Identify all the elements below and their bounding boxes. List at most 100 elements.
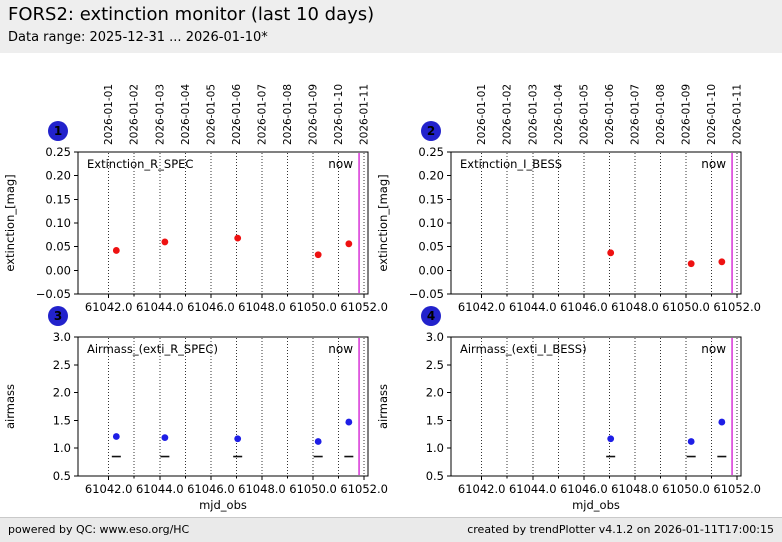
data-point <box>112 433 120 440</box>
panel-number-badge <box>48 121 68 141</box>
x-tick-label: 61052.0 <box>713 300 761 314</box>
y-tick-label: 0.5 <box>53 469 71 483</box>
data-point <box>234 435 242 443</box>
panel-number: 1 <box>54 124 62 138</box>
y-tick-label: 0.00 <box>45 263 71 277</box>
date-label: 2026-01-06 <box>231 84 243 145</box>
y-tick-label: 0.05 <box>418 240 444 254</box>
data-point <box>687 438 695 445</box>
data-point <box>607 249 615 257</box>
y-tick-label: −0.05 <box>36 287 71 301</box>
now-label: now <box>328 157 353 171</box>
x-tick-label: 61050.0 <box>662 300 710 314</box>
panel-label: Airmass_(exti_I_BESS) <box>460 342 587 356</box>
x-axis-title: mjd_obs <box>572 498 620 512</box>
plot-area-extinction-r-spec <box>77 151 369 295</box>
footer-created-by: created by trendPlotter v4.1.2 on 2026-0… <box>467 523 774 536</box>
y-tick-label: 0.15 <box>418 192 444 206</box>
y-tick-label: 0.05 <box>45 240 71 254</box>
y-tick-label: 2.0 <box>426 386 444 400</box>
panel-number: 3 <box>54 309 62 323</box>
x-tick-label: 61044.0 <box>509 482 557 496</box>
x-tick-label: 61052.0 <box>713 482 761 496</box>
y-tick-label: 1.5 <box>53 413 71 427</box>
data-point <box>345 240 353 248</box>
date-label: 2026-01-05 <box>578 84 590 145</box>
y-tick-label: 0.00 <box>418 263 444 277</box>
date-label: 2026-01-03 <box>154 84 166 145</box>
date-label: 2026-01-09 <box>681 84 693 145</box>
y-tick-label: 0.5 <box>426 469 444 483</box>
data-point <box>687 260 695 268</box>
data-point <box>718 418 726 426</box>
x-tick-label: 61044.0 <box>136 482 184 496</box>
panel-label: Airmass_(exti_R_SPEC) <box>87 342 218 356</box>
y-tick-label: −0.05 <box>409 287 444 301</box>
y-tick-label: 2.5 <box>53 358 71 372</box>
panel-label: Extinction_I_BESS <box>460 157 562 171</box>
date-label: 2026-01-07 <box>256 84 268 145</box>
date-label: 2026-01-03 <box>527 84 539 145</box>
date-label: 2026-01-06 <box>604 84 616 145</box>
date-label: 2026-01-11 <box>732 84 744 145</box>
now-label: now <box>328 342 353 356</box>
x-tick-label: 61046.0 <box>560 482 608 496</box>
date-label: 2026-01-01 <box>103 84 115 145</box>
date-label: 2026-01-04 <box>553 84 565 145</box>
y-tick-label: 0.10 <box>418 216 444 230</box>
date-label: 2026-01-02 <box>502 84 514 145</box>
y-tick-label: 3.0 <box>53 330 71 344</box>
y-tick-label: 1.5 <box>426 413 444 427</box>
x-tick-label: 61044.0 <box>136 300 184 314</box>
y-tick-label: 0.15 <box>45 192 71 206</box>
footer-bar: powered by QC: www.eso.org/HC created by… <box>0 517 782 542</box>
page-title: FORS2: extinction monitor (last 10 days) <box>8 4 375 25</box>
y-tick-label: 1.0 <box>426 441 444 455</box>
y-tick-label: 3.0 <box>426 330 444 344</box>
data-point <box>234 234 242 242</box>
date-label: 2026-01-05 <box>205 84 217 145</box>
data-point <box>718 258 726 266</box>
x-tick-label: 61046.0 <box>187 300 235 314</box>
date-label: 2026-01-07 <box>629 84 641 145</box>
x-tick-label: 61046.0 <box>560 300 608 314</box>
y-axis-title: extinction_[mag] <box>3 174 17 271</box>
footer-powered-by: powered by QC: www.eso.org/HC <box>8 523 190 536</box>
data-point <box>314 251 322 259</box>
x-tick-label: 61042.0 <box>458 482 506 496</box>
date-label: 2026-01-08 <box>655 84 667 145</box>
y-tick-label: 0.10 <box>45 216 71 230</box>
panel-number: 4 <box>427 309 435 323</box>
plot-area-airmass-exti-r-spec <box>77 336 369 477</box>
panel-number: 2 <box>427 124 435 138</box>
y-axis-title: extinction_[mag] <box>376 174 390 271</box>
y-tick-label: 0.20 <box>45 169 71 183</box>
data-point <box>161 238 169 246</box>
now-label: now <box>701 157 726 171</box>
y-axis-title: airmass <box>3 384 17 429</box>
date-label: 2026-01-10 <box>706 84 718 145</box>
y-tick-label: 0.25 <box>418 145 444 159</box>
x-tick-label: 61048.0 <box>611 482 659 496</box>
date-label: 2026-01-09 <box>308 84 320 145</box>
date-label: 2026-01-10 <box>333 84 345 145</box>
x-tick-label: 61044.0 <box>509 300 557 314</box>
y-tick-label: 1.0 <box>53 441 71 455</box>
panel-number-badge <box>421 306 441 326</box>
data-point <box>607 435 615 443</box>
data-range-subtitle: Data range: 2025-12-31 ... 2026-01-10* <box>8 30 268 45</box>
x-tick-label: 61042.0 <box>85 482 133 496</box>
y-tick-label: 0.20 <box>418 169 444 183</box>
x-tick-label: 61048.0 <box>238 300 286 314</box>
x-tick-label: 61050.0 <box>289 482 337 496</box>
x-tick-label: 61052.0 <box>340 482 388 496</box>
plot-area-extinction-i-bess <box>450 151 742 295</box>
x-tick-label: 61052.0 <box>340 300 388 314</box>
x-tick-label: 61050.0 <box>289 300 337 314</box>
x-tick-label: 61048.0 <box>611 300 659 314</box>
y-axis-title: airmass <box>376 384 390 429</box>
data-point <box>161 434 169 442</box>
x-tick-label: 61050.0 <box>662 482 710 496</box>
date-label: 2026-01-01 <box>476 84 488 145</box>
